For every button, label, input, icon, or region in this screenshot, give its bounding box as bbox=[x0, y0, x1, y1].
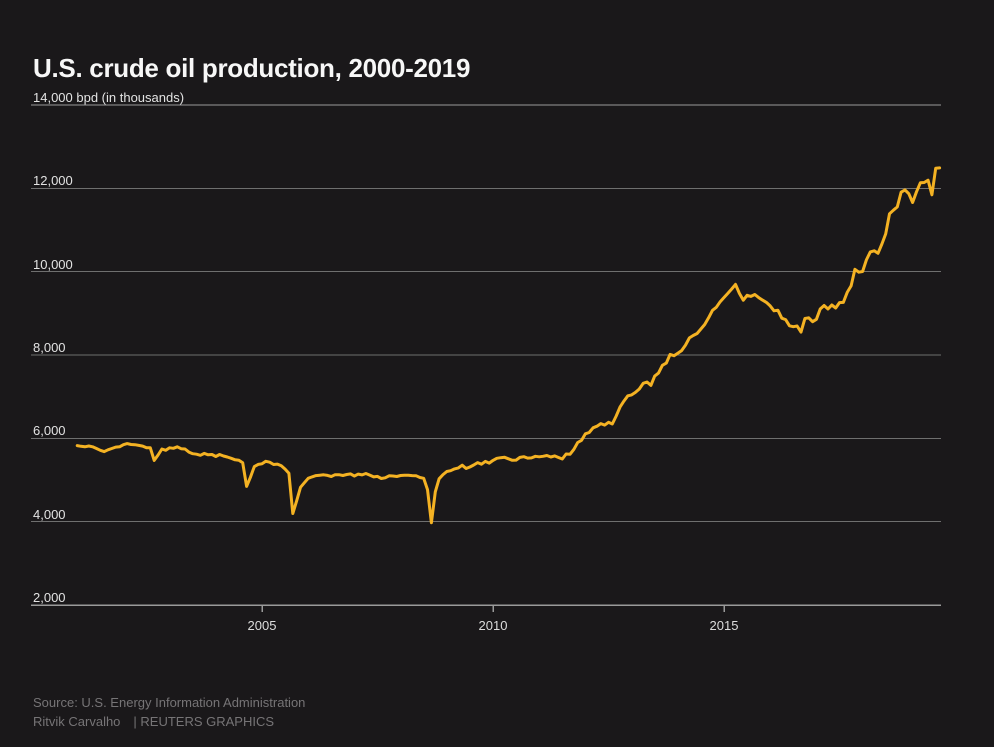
source-note: Source: U.S. Energy Information Administ… bbox=[33, 695, 306, 710]
production-line bbox=[75, 166, 942, 525]
byline: Ritvik Carvalho bbox=[33, 714, 121, 729]
y-axis-top-label: 14,000 bpd (in thousands) bbox=[33, 90, 185, 105]
y-axis-label: 12,000 bbox=[33, 173, 73, 188]
x-axis-label-2015: 2015 bbox=[709, 618, 739, 633]
page-title: U.S. crude oil production, 2000-2019 bbox=[33, 53, 471, 84]
reuters-graphics-credit: | REUTERS GRAPHICS bbox=[133, 714, 275, 729]
y-axis-label: 6,000 bbox=[33, 423, 66, 438]
y-axis-label: 10,000 bbox=[33, 257, 73, 272]
x-axis-label-2005: 2005 bbox=[247, 618, 277, 633]
x-axis-label-2010: 2010 bbox=[478, 618, 508, 633]
y-axis-label: 4,000 bbox=[33, 507, 66, 522]
y-axis-label: 2,000 bbox=[33, 590, 66, 605]
y-axis-label: 8,000 bbox=[33, 340, 66, 355]
credit-line: Ritvik Carvalho | REUTERS GRAPHICS bbox=[33, 714, 274, 729]
